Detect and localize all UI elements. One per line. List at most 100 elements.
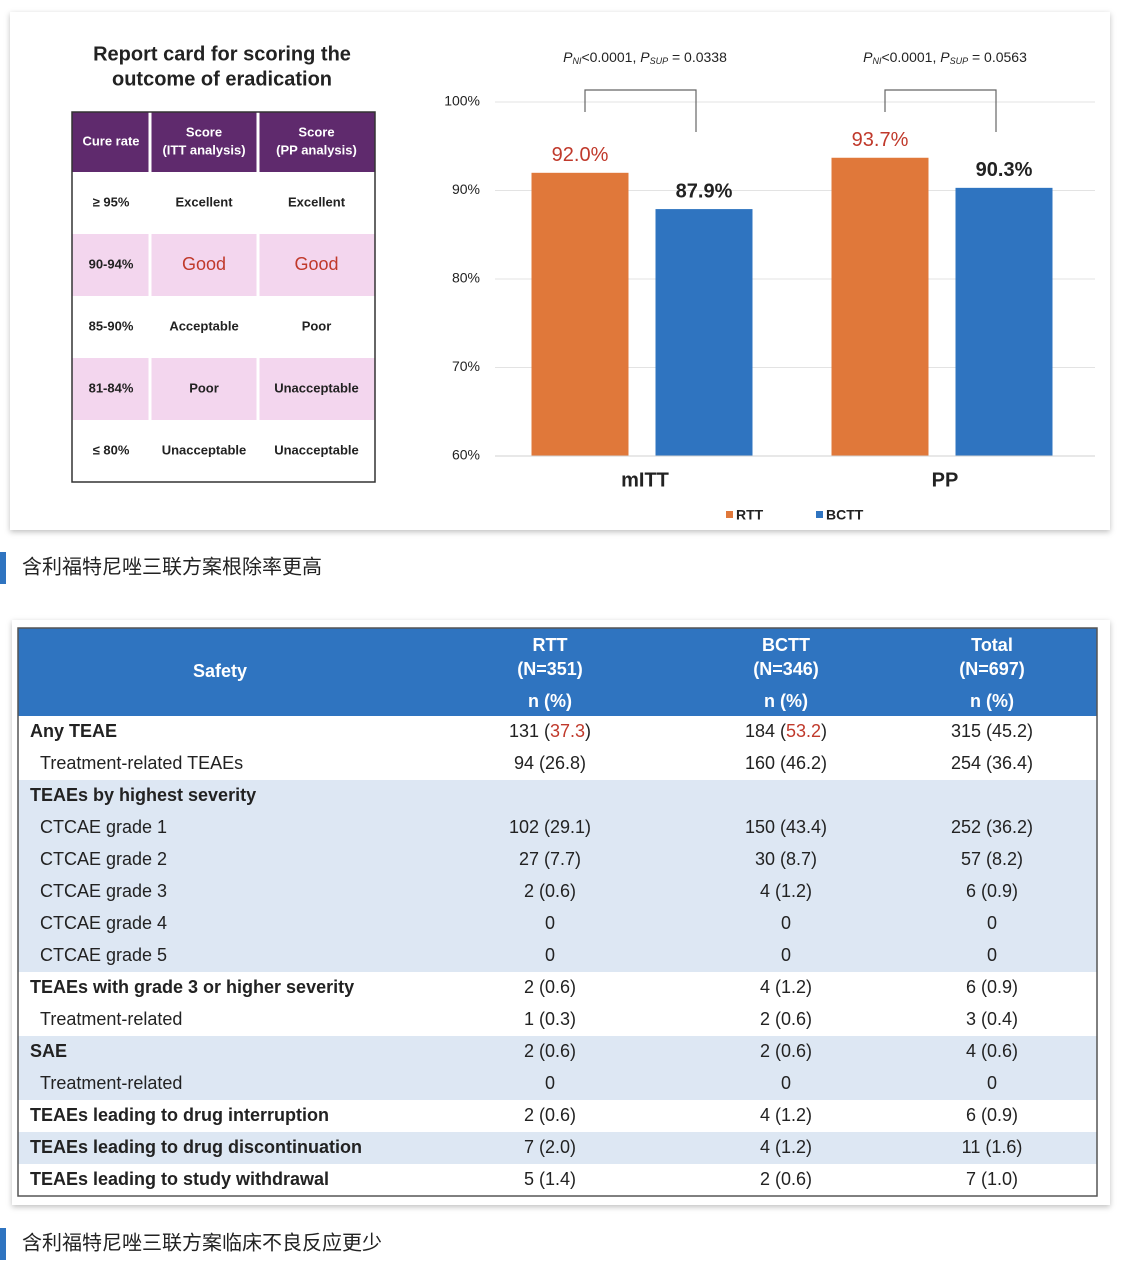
cell-part: 37.3 (550, 721, 585, 741)
cell: 254 (36.4) (951, 753, 1033, 773)
cell: 160 (46.2) (745, 753, 827, 773)
row-bg (72, 420, 375, 482)
cell: Acceptable (169, 318, 238, 333)
value-label: 87.9% (676, 180, 733, 202)
bar (531, 172, 629, 457)
row-bg (18, 812, 1097, 844)
cell: 2 (0.6) (524, 1105, 576, 1125)
caption: 含利福特尼唑三联方案临床不良反应更少 (22, 1231, 382, 1254)
header-label: BCTT (762, 635, 810, 655)
header-label: Safety (193, 661, 247, 681)
row-bg (18, 1004, 1097, 1036)
cell: 6 (0.9) (966, 977, 1018, 997)
cell: Good (182, 254, 226, 274)
caption: 含利福特尼唑三联方案根除率更高 (22, 555, 322, 578)
row-label: Treatment-related TEAEs (40, 753, 243, 773)
cell-part: 184 ( (745, 721, 786, 741)
cell-part: 53.2 (786, 721, 821, 741)
row-label: CTCAE grade 3 (40, 881, 167, 901)
y-tick-label: 90% (452, 181, 480, 197)
cell: 7 (1.0) (966, 1169, 1018, 1189)
annotation-part: <0.0001, (881, 49, 940, 65)
table-border (17, 627, 1098, 1197)
legend-label: RTT (736, 507, 764, 523)
cell: ≤ 80% (93, 442, 130, 457)
header-label: (N=697) (959, 659, 1025, 679)
y-tick-label: 100% (444, 93, 480, 109)
cell-part: ) (585, 721, 591, 741)
cell: Unacceptable (274, 442, 359, 457)
annotation-part: SUP (950, 56, 969, 66)
cell: 3 (0.4) (966, 1009, 1018, 1029)
annotation: PNI<0.0001, PSUP = 0.0563 (863, 49, 1027, 67)
cell: Poor (189, 380, 219, 395)
value-label: 93.7% (852, 129, 909, 151)
value-label: 92.0% (552, 144, 609, 166)
row-label: CTCAE grade 4 (40, 913, 167, 933)
cell: 2 (0.6) (524, 1041, 576, 1061)
annotation-part: = 0.0338 (668, 49, 727, 65)
row-bg (18, 748, 1097, 780)
caption-bar (0, 1228, 6, 1260)
annotation-part: P (940, 49, 950, 65)
row-bg (18, 1036, 1097, 1068)
cell: 0 (987, 945, 997, 965)
legend-label: BCTT (826, 507, 864, 523)
annotation-part: P (563, 49, 573, 65)
cell-part: 131 ( (509, 721, 550, 741)
row-bg (18, 1100, 1097, 1132)
cell: 131 (37.3) (509, 721, 591, 741)
cell: 252 (36.2) (951, 817, 1033, 837)
row-label: TEAEs leading to drug discontinuation (30, 1137, 362, 1157)
cell: 27 (7.7) (519, 849, 581, 869)
cell: Excellent (175, 194, 233, 209)
row-bg (18, 780, 1097, 812)
bracket (584, 89, 697, 132)
row-label: Treatment-related (40, 1009, 182, 1029)
cell: 2 (0.6) (760, 1009, 812, 1029)
cell: ≥ 95% (93, 194, 130, 209)
cell: 2 (0.6) (760, 1169, 812, 1189)
row-bg (72, 172, 375, 234)
cell: 7 (2.0) (524, 1137, 576, 1157)
cell: 0 (987, 1073, 997, 1093)
header-label: Total (971, 635, 1013, 655)
row-bg (72, 234, 375, 296)
cell: Good (294, 254, 338, 274)
cell: 0 (987, 913, 997, 933)
cell: 2 (0.6) (760, 1041, 812, 1061)
cell: 150 (43.4) (745, 817, 827, 837)
cell: 57 (8.2) (961, 849, 1023, 869)
cell: 1 (0.3) (524, 1009, 576, 1029)
header-label: n (%) (970, 691, 1014, 711)
row-label: TEAEs leading to study withdrawal (30, 1169, 329, 1189)
row-label: CTCAE grade 1 (40, 817, 167, 837)
cell: 30 (8.7) (755, 849, 817, 869)
row-label: SAE (30, 1041, 67, 1061)
cell-part: ) (821, 721, 827, 741)
cell: 0 (781, 945, 791, 965)
row-bg (18, 1068, 1097, 1100)
header-label: n (%) (764, 691, 808, 711)
table-header-bg (72, 112, 375, 172)
header-label: RTT (533, 635, 568, 655)
row-label: TEAEs with grade 3 or higher severity (30, 977, 354, 997)
caption-bar (0, 552, 6, 584)
cell: 5 (1.4) (524, 1169, 576, 1189)
cell: Unacceptable (162, 442, 247, 457)
cell: 0 (545, 913, 555, 933)
cell: 94 (26.8) (514, 753, 586, 773)
row-bg (18, 972, 1097, 1004)
cell: 6 (0.9) (966, 1105, 1018, 1125)
row-label: CTCAE grade 2 (40, 849, 167, 869)
row-bg (18, 876, 1097, 908)
cell: Unacceptable (274, 380, 359, 395)
header-label: Cure rate (82, 133, 139, 148)
cell: 85-90% (89, 318, 134, 333)
bar (655, 209, 753, 456)
card-title: outcome of eradication (112, 68, 332, 90)
row-bg (72, 296, 375, 358)
row-label: TEAEs leading to drug interruption (30, 1105, 329, 1125)
header-label: (PP analysis) (276, 142, 357, 157)
value-label: 90.3% (976, 159, 1033, 181)
